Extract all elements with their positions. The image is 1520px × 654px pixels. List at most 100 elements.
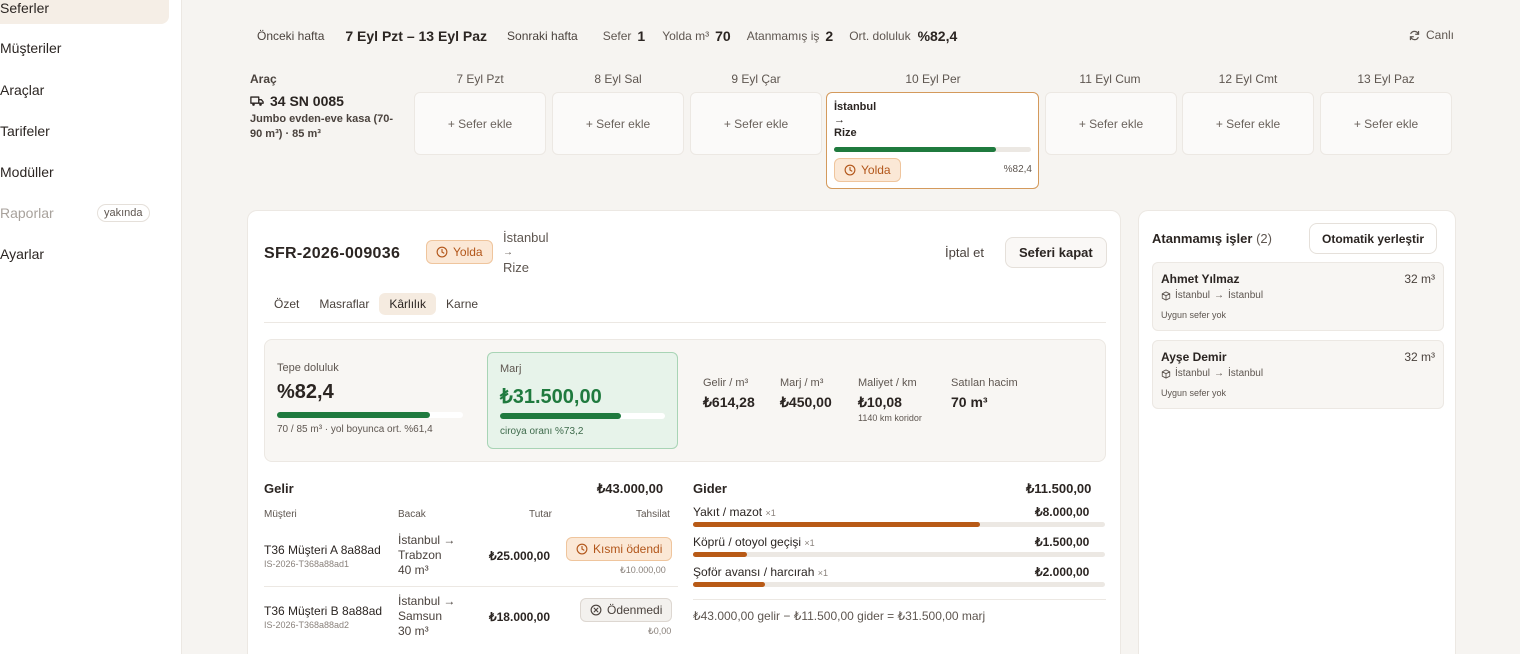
income-title: Gelir [264,481,294,496]
job-code: IS-2026-T368a88ad1 [264,559,350,569]
collected-amount: ₺10.000,00 [620,565,666,575]
auto-place-button[interactable]: Otomatik yerleştir [1309,223,1438,254]
sidebar-item-trips[interactable]: Seferler [0,0,169,24]
kpi-label: Maliyet / km [858,377,917,389]
leg-volume: 30 m³ [398,624,429,638]
trip-tabs: Özet Masraflar Kârlılık Karne [264,293,1106,323]
expense-multiplier: ×1 [804,538,815,548]
customer-name: T36 Müşteri A 8a88ad [264,543,381,557]
expense-bar-value [693,552,747,557]
expense-label-group: Köprü / otoyol geçişi ×1 [693,535,815,549]
live-label: Canlı [1426,28,1455,42]
vehicle-column-header: Araç [250,72,277,86]
trip-arrow: → [834,114,845,126]
list-item[interactable]: Ayşe Demir 32 m³ İstanbul → İstanbul Uyg… [1152,340,1444,409]
margin-sub: ciroya oranı %73,2 [500,426,584,437]
expense-bar-value [693,522,980,527]
package-icon [1161,369,1171,378]
next-week-button[interactable]: Sonraki hafta [507,29,578,43]
status-badge: Yolda [426,240,493,264]
peak-fill-bar [277,412,463,418]
leg-info: İstanbul → Trabzon 40 m³ [398,533,455,578]
add-trip-button[interactable]: + Sefer ekle [1320,92,1452,155]
add-trip-button[interactable]: + Sefer ekle [552,92,684,155]
sidebar-item-modules[interactable]: Modüller [0,156,54,188]
close-trip-button[interactable]: Seferi kapat [1005,237,1107,268]
add-trip-button[interactable]: + Sefer ekle [1182,92,1314,155]
refresh-icon [1409,30,1420,40]
package-icon [1161,291,1171,300]
job-note: Uygun sefer yok [1161,388,1227,398]
tab-summary[interactable]: Özet [274,297,300,311]
margin-kpi: Marj ₺31.500,00 ciroya oranı %73,2 [487,352,678,449]
expense-bar [693,522,1105,527]
stat-label: Sefer [602,29,632,43]
unassigned-jobs-panel: Atanmamış işler (2) Otomatik yerleştir A… [1138,210,1456,654]
row-divider [264,586,678,587]
job-customer-name: Ayşe Demir [1161,350,1227,364]
status-badge: Yolda [834,158,901,182]
list-item[interactable]: Ahmet Yılmaz 32 m³ İstanbul → İstanbul U… [1152,262,1444,331]
vehicle-plate[interactable]: 34 SN 0085 [250,93,344,109]
trip-detail-card: SFR-2026-009036 Yolda İstanbul → Rize İp… [247,210,1121,654]
payment-status-text: Ödenmedi [607,603,663,617]
leg-volume: 40 m³ [398,563,429,577]
tab-profitability[interactable]: Kârlılık [379,293,437,315]
sidebar-item-tariffs[interactable]: Tarifeler [0,115,50,147]
sidebar-item-settings[interactable]: Ayarlar [0,238,44,270]
x-circle-icon [590,604,602,616]
clock-icon [576,543,588,555]
kpi-value: ₺450,00 [780,394,832,410]
margin-formula: ₺43.000,00 gelir − ₺11.500,00 gider = ₺3… [693,609,986,623]
job-origin: İstanbul [1175,368,1211,379]
job-route: İstanbul → İstanbul [1161,368,1263,379]
panel-title: Atanmamış işler (2) [1152,231,1272,246]
peak-fill-sub: 70 / 85 m³ · yol boyunca ort. %61,4 [277,424,433,435]
prev-week-button[interactable]: Önceki hafta [257,29,325,43]
trip-block[interactable]: İstanbul → Rize Yolda %82,4 [826,92,1039,189]
route-origin: İstanbul [503,230,549,245]
expense-label: Köprü / otoyol geçişi [693,535,802,549]
peak-fill-value: %82,4 [277,381,334,403]
job-volume: 32 m³ [1404,350,1435,364]
cancel-trip-button[interactable]: İptal et [945,245,985,260]
expense-multiplier: ×1 [817,568,829,578]
add-trip-button[interactable]: + Sefer ekle [1045,92,1177,155]
day-header: 8 Eyl Sal [594,72,642,86]
sidebar-item-label: Tarifeler [0,123,50,139]
stat-avg-fill: %82,4 [917,28,958,44]
vehicle-plate-text: 34 SN 0085 [270,93,344,109]
job-arrow: → [1214,290,1225,301]
sidebar-item-customers[interactable]: Müşteriler [0,32,61,64]
sidebar-item-label: Müşteriler [0,40,62,56]
stat-label: Ort. doluluk [849,29,911,43]
job-arrow: → [1214,368,1225,379]
kpi-label: Marj [500,363,522,375]
live-toggle[interactable]: Canlı [1408,28,1454,42]
job-customer-name: Ahmet Yılmaz [1161,272,1240,286]
tab-scorecard[interactable]: Karne [446,297,479,311]
trip-origin: İstanbul [834,101,877,113]
job-destination: İstanbul [1228,368,1264,379]
payment-status-badge: Ödenmedi [580,598,673,622]
leg-origin: İstanbul → [398,533,456,547]
job-route: İstanbul → İstanbul [1161,290,1263,301]
add-trip-button[interactable]: + Sefer ekle [690,92,822,155]
leg-origin: İstanbul → [398,594,456,608]
add-trip-button[interactable]: + Sefer ekle [414,92,546,155]
column-header-amount: Tutar [529,509,552,520]
revenue-per-m3: Gelir / m³ ₺614,28 [703,377,755,411]
job-code: IS-2026-T368a88ad2 [264,620,350,630]
expense-label-group: Yakıt / mazot ×1 [693,505,776,519]
column-header-customer: Müşteri [264,509,297,520]
route-arrow: → [503,247,513,258]
expense-amount: ₺2.000,00 [1035,565,1090,579]
job-note: Uygun sefer yok [1161,310,1227,320]
expense-bar [693,552,1105,557]
status-text: Yolda [453,245,483,259]
payment-status-badge: Kısmi ödendi [566,537,673,561]
trip-fill-bar-value [834,147,997,152]
sidebar-item-vehicles[interactable]: Araçlar [0,74,44,106]
day-header: 11 Eyl Cum [1079,72,1141,86]
tab-expenses[interactable]: Masraflar [319,297,370,311]
